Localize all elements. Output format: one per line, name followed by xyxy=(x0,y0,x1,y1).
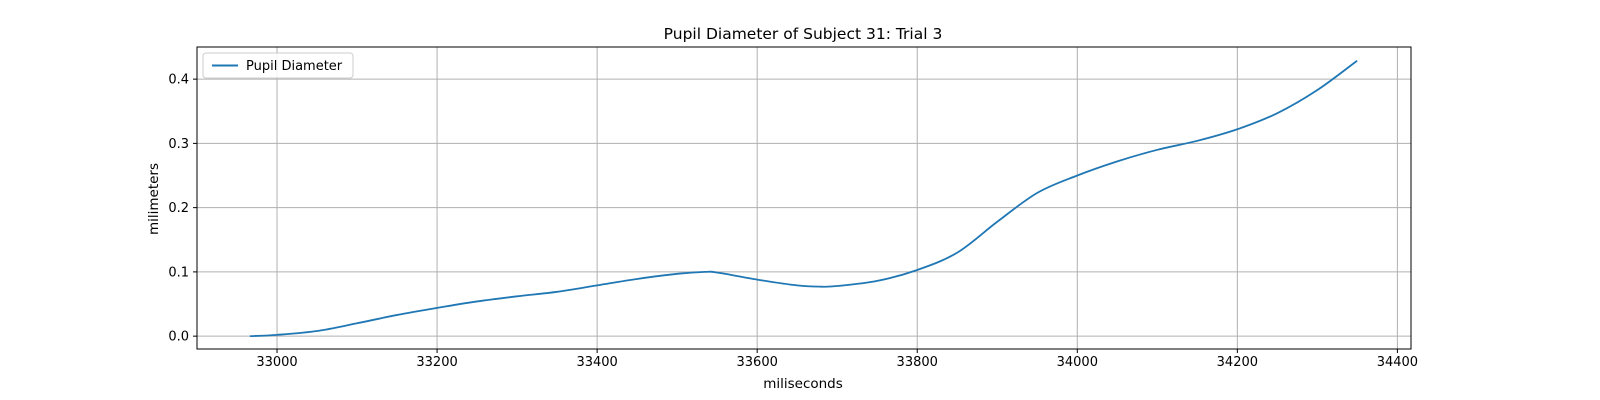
x-tick-label: 33600 xyxy=(737,355,778,370)
grid xyxy=(197,47,1411,349)
y-tick-label: 0.0 xyxy=(168,330,189,345)
plot-frame xyxy=(196,46,1412,350)
y-axis-ticks: 0.0 0.1 0.2 0.3 0.4 xyxy=(168,73,197,345)
x-tick-label: 33000 xyxy=(256,355,297,370)
x-tick-label: 33400 xyxy=(576,355,617,370)
x-tick-label: 34400 xyxy=(1377,355,1418,370)
x-axis-label: miliseconds xyxy=(763,376,843,392)
x-axis-ticks: 33000 33200 33400 33600 33800 34000 34200 34400 xyxy=(256,349,1418,370)
x-tick-label: 33200 xyxy=(416,355,457,370)
series-layer xyxy=(249,60,1358,338)
x-tick-label: 33800 xyxy=(897,355,938,370)
x-tick-label: 34200 xyxy=(1217,355,1258,370)
chart-title: Pupil Diameter of Subject 31: Trial 3 xyxy=(664,25,943,43)
y-tick-label: 0.4 xyxy=(168,73,189,88)
y-tick-label: 0.2 xyxy=(168,201,189,216)
legend-box xyxy=(202,52,354,79)
legend: Pupil Diameter xyxy=(202,52,354,79)
series-line-pupil-diameter xyxy=(249,60,1358,338)
y-tick-label: 0.1 xyxy=(168,265,189,280)
y-axis-label: milimeters xyxy=(146,163,162,235)
y-tick-label: 0.3 xyxy=(168,137,189,152)
legend-label-pupil-diameter: Pupil Diameter xyxy=(246,59,343,74)
x-tick-label: 34000 xyxy=(1057,355,1098,370)
